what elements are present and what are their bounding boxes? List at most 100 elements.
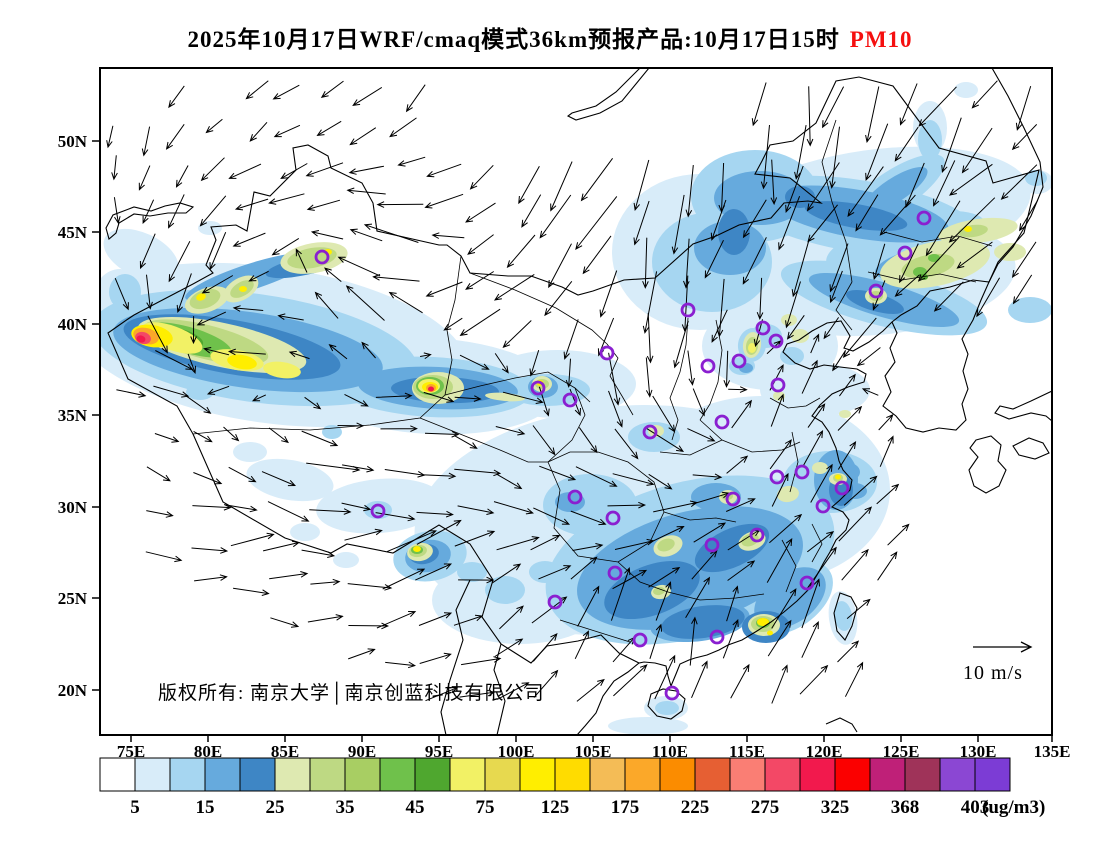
wind-arrow (607, 501, 647, 509)
colorbar-cell (659, 757, 696, 792)
wind-arrow (865, 86, 880, 143)
contour-blob (263, 361, 301, 379)
wind-arrow (794, 125, 807, 180)
wind-arrow (405, 84, 426, 113)
contour-blob (954, 82, 978, 98)
wind-arrow (232, 305, 264, 312)
colorbar-tick-label: 125 (541, 797, 570, 818)
wind-arrow (532, 632, 558, 662)
wind-arrow (295, 248, 308, 273)
wind-arrow (175, 165, 189, 188)
wind-arrow (352, 86, 383, 106)
city-marker (834, 480, 850, 496)
wind-arrow (844, 661, 864, 697)
colorbar-cell (834, 757, 871, 792)
wind-arrow (418, 612, 453, 626)
wind-arrow (608, 390, 623, 428)
contour-blob (920, 274, 928, 280)
contour-blob (239, 286, 247, 292)
wind-arrow (948, 197, 996, 243)
wind-arrow (270, 617, 300, 628)
wind-arrow (861, 388, 879, 396)
wind-arrow (577, 585, 600, 627)
contour-blob (413, 546, 421, 552)
city-marker (547, 594, 563, 610)
wind-arrow (251, 394, 267, 402)
wind-arrow (806, 531, 835, 553)
wind-arrow (933, 281, 964, 312)
wind-arrow (165, 124, 185, 150)
wind-arrow (785, 281, 801, 329)
city-marker (768, 333, 784, 349)
wind-arrow (316, 120, 342, 137)
wind-arrow (191, 547, 229, 554)
wind-arrow (837, 440, 857, 470)
wind-arrow (147, 315, 168, 354)
wind-arrow (518, 165, 540, 205)
wind-arrow (465, 271, 494, 290)
lon-tick-label: 135E (1034, 742, 1071, 761)
wind-arrow (199, 195, 227, 227)
colorbar-cell (519, 757, 556, 792)
coastline-path (566, 69, 649, 121)
wind-arrow (933, 160, 956, 207)
wind-arrow (751, 82, 767, 127)
wind-arrow (138, 165, 151, 191)
wind-arrow (310, 230, 344, 240)
wind-arrow (613, 664, 648, 697)
wind-arrow (424, 430, 460, 438)
wind-arrow (113, 197, 121, 225)
province-border-path (547, 387, 586, 463)
contour-blob (661, 605, 745, 639)
wind-arrow (193, 472, 223, 485)
wind-arrow (1011, 241, 1037, 279)
wind-arrow (320, 80, 344, 99)
wind-arrow (106, 125, 114, 149)
city-marker (749, 527, 765, 543)
wind-arrow (539, 194, 572, 239)
wind-arrow (154, 433, 180, 443)
wind-arrow (612, 473, 655, 486)
wind-arrow (232, 232, 266, 247)
wind-arrow (431, 232, 465, 239)
wind-scale-label: 10 m/s (963, 662, 1023, 684)
city-marker (607, 565, 623, 581)
wind-arrow (139, 233, 156, 270)
city-marker (370, 503, 386, 519)
contour-blob (757, 618, 769, 626)
wind-arrow (742, 199, 767, 239)
wind-arrow (345, 285, 385, 321)
wind-arrow (506, 234, 536, 269)
contour-blob (457, 562, 487, 582)
wind-arrow (760, 124, 770, 190)
lon-tick-label: 100E (498, 742, 535, 761)
wind-arrow (610, 567, 631, 621)
wind-arrow (348, 648, 376, 660)
wind-arrow (386, 530, 437, 553)
wind-arrow (899, 83, 918, 126)
wind-arrow (570, 510, 607, 526)
wind-arrow (692, 388, 705, 417)
wind-arrow (570, 556, 598, 580)
wind-arrow (799, 664, 829, 695)
colorbar-cell (99, 757, 136, 792)
contour-blob (246, 458, 334, 502)
wind-arrow (574, 630, 589, 660)
wind-arrow (234, 198, 269, 211)
wind-arrow (671, 194, 685, 255)
lat-tick-label: 30N (58, 498, 88, 517)
wind-arrow (770, 393, 784, 427)
contour-blob (653, 586, 665, 596)
city-marker (642, 424, 658, 440)
wind-arrow (469, 164, 494, 190)
wind-arrow (288, 350, 310, 360)
colorbar-tick-label: 25 (266, 797, 285, 818)
wind-arrow (976, 277, 1001, 318)
wind-arrow (771, 664, 788, 704)
wind-arrow (575, 466, 618, 487)
colorbar-cell (869, 757, 906, 792)
wind-arrow (1000, 164, 1038, 200)
wind-arrow (646, 428, 685, 453)
wind-arrow (539, 465, 577, 481)
wind-arrow (877, 551, 898, 581)
